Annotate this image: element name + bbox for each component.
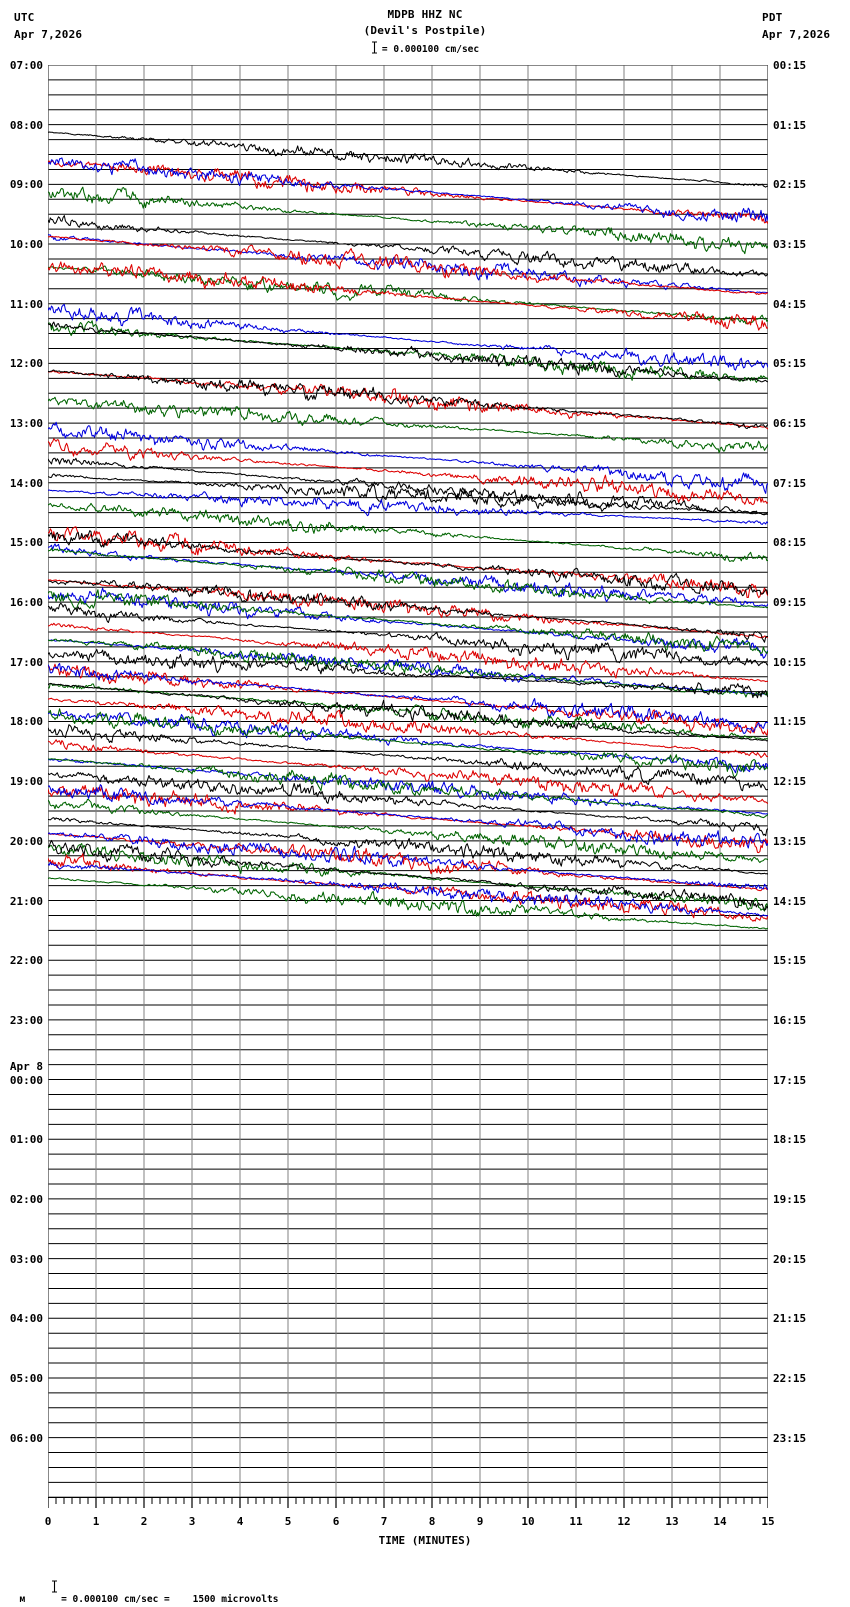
pdt-row-label-0015: 00:15 — [773, 59, 807, 72]
pdt-row-label-0915: 09:15 — [773, 596, 807, 610]
footer-mu-symbol: м — [19, 1594, 26, 1605]
pdt-row-label-0115: 01:15 — [773, 118, 807, 132]
pdt-row-label-1715: 17:15 — [773, 1073, 807, 1087]
utc-row-label-1000: 10:00 — [9, 238, 43, 252]
pdt-row-label-0415: 04:15 — [773, 297, 807, 311]
x-tick-13: 13 — [665, 1515, 679, 1528]
scale-bar-icon — [371, 41, 378, 57]
utc-row-label-1100: 11:00 — [9, 297, 43, 311]
utc-row-label-0400: 04:00 — [9, 1312, 43, 1326]
header-scale-text: = 0.000100 cm/sec — [381, 44, 480, 55]
pdt-row-label-0315: 03:15 — [773, 238, 807, 252]
utc-row-label-1200: 12:00 — [9, 357, 43, 371]
utc-row-label-0600: 06:00 — [9, 1431, 43, 1445]
x-tick-12: 12 — [617, 1515, 631, 1528]
utc-timezone-label: UTC — [14, 11, 35, 24]
footer-scale-text: = 0.000100 cm/sec = 1500 microvolts — [61, 1594, 279, 1605]
x-tick-10: 10 — [521, 1515, 535, 1528]
pdt-row-label-0715: 07:15 — [773, 476, 807, 490]
utc-row-label-1900: 19:00 — [9, 775, 43, 789]
x-tick-15: 15 — [761, 1515, 775, 1528]
trace-group — [48, 132, 768, 929]
header-scale-reference: = 0.000100 cm/sec — [0, 41, 850, 57]
seismogram-canvas — [48, 65, 768, 1497]
pdt-row-label-0515: 05:15 — [773, 357, 807, 371]
utc-row-label-0300: 03:00 — [9, 1252, 43, 1266]
station-title: MDPB HHZ NC — [387, 8, 463, 21]
utc-date-label: Apr 7,2026 — [14, 28, 83, 41]
utc-row-label-1500: 15:00 — [9, 536, 43, 550]
x-tick-11: 11 — [569, 1515, 583, 1528]
pdt-row-label-1615: 16:15 — [773, 1013, 807, 1027]
x-tick-1: 1 — [92, 1515, 100, 1528]
x-axis-title: TIME (MINUTES) — [378, 1534, 472, 1547]
x-tick-5: 5 — [284, 1515, 292, 1528]
utc-row-label-0700: 07:00 — [9, 59, 43, 72]
pdt-row-label-1515: 15:15 — [773, 954, 807, 968]
pdt-row-label-2015: 20:15 — [773, 1252, 807, 1266]
x-axis-tick-labels: 0 1 2 3 4 5 6 7 8 9 10 11 12 13 14 15 — [0, 1515, 850, 1531]
utc-row-label-2000: 20:00 — [9, 834, 43, 848]
x-tick-3: 3 — [188, 1515, 196, 1528]
x-tick-6: 6 — [332, 1515, 340, 1528]
x-tick-9: 9 — [476, 1515, 484, 1528]
utc-row-label-2100: 21:00 — [9, 894, 43, 908]
utc-row-label-0200: 02:00 — [9, 1192, 43, 1206]
pdt-row-label-1315: 13:15 — [773, 834, 807, 848]
pdt-row-label-0615: 06:15 — [773, 417, 807, 431]
pdt-row-label-1215: 12:15 — [773, 775, 807, 789]
pdt-row-label-1115: 11:15 — [773, 715, 807, 729]
pdt-row-label-2215: 22:15 — [773, 1371, 807, 1385]
footer-scale-bar-icon — [28, 1569, 58, 1607]
footer-scale-reference: м = 0.000100 cm/sec = 1500 microvolts — [8, 1558, 278, 1607]
x-tick-8: 8 — [428, 1515, 436, 1528]
x-tick-4: 4 — [236, 1515, 244, 1528]
pdt-row-label-0815: 08:15 — [773, 536, 807, 550]
utc-row-label-1800: 18:00 — [9, 715, 43, 729]
x-tick-7: 7 — [380, 1515, 388, 1528]
station-location: (Devil's Postpile) — [363, 24, 487, 37]
x-tick-14: 14 — [713, 1515, 727, 1528]
x-tick-2: 2 — [140, 1515, 148, 1528]
utc-row-label-1700: 17:00 — [9, 655, 43, 669]
utc-row-label-2200: 22:00 — [9, 954, 43, 968]
pdt-timezone-label: PDT — [762, 11, 783, 24]
helicorder-plot[interactable] — [48, 65, 768, 1497]
x-tick-0: 0 — [44, 1515, 52, 1528]
pdt-row-label-1915: 19:15 — [773, 1192, 807, 1206]
utc-row-label-1400: 14:00 — [9, 476, 43, 490]
utc-row-label-0500: 05:00 — [9, 1371, 43, 1385]
utc-row-label-0100: 01:00 — [9, 1133, 43, 1147]
day-break-label: Apr 8 — [9, 1059, 43, 1073]
x-axis-ticks — [48, 1497, 768, 1508]
utc-row-label-0900: 09:00 — [9, 178, 43, 192]
pdt-row-label-1015: 10:15 — [773, 655, 807, 669]
utc-row-label-0000: 00:00 — [9, 1073, 43, 1087]
pdt-row-label-1815: 18:15 — [773, 1133, 807, 1147]
utc-row-label-2300: 23:00 — [9, 1013, 43, 1027]
utc-row-label-1300: 13:00 — [9, 417, 43, 431]
pdt-row-label-0215: 02:15 — [773, 178, 807, 192]
pdt-row-label-2115: 21:15 — [773, 1312, 807, 1326]
utc-row-label-0800: 08:00 — [9, 118, 43, 132]
pdt-row-label-2315: 23:15 — [773, 1431, 807, 1445]
pdt-date-label: Apr 7,2026 — [762, 28, 831, 41]
pdt-row-label-1415: 14:15 — [773, 894, 807, 908]
utc-row-label-1600: 16:00 — [9, 596, 43, 610]
